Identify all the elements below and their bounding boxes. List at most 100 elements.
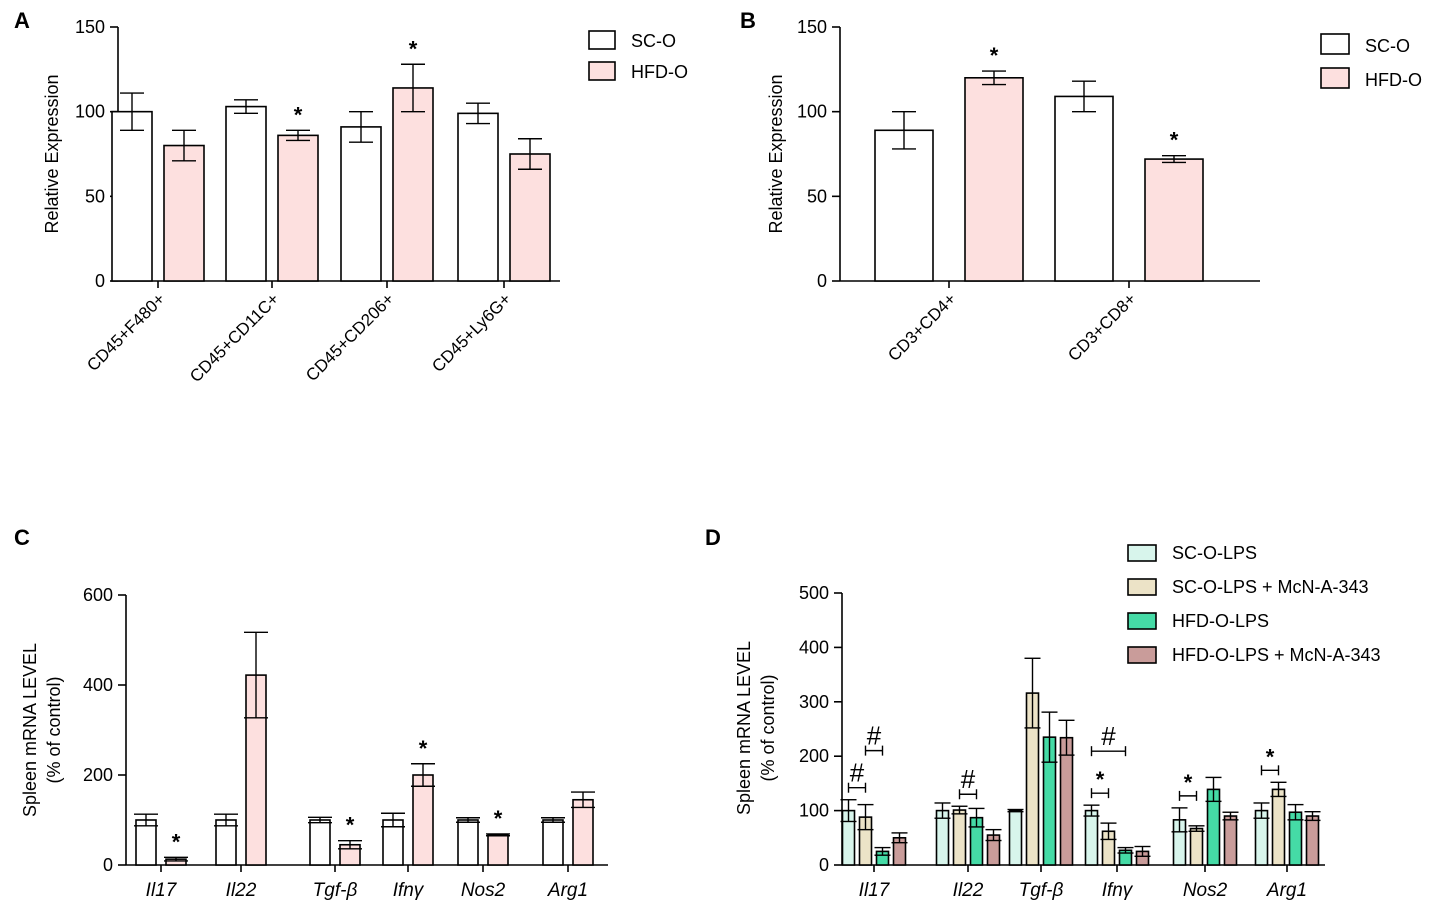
x-tick-label: CD45+CD11C+ [186,289,283,386]
y-tick-label: 50 [85,186,105,206]
significance-mark: * [172,829,181,854]
y-axis-label: Spleen mRNA LEVEL (% of control) [734,641,778,815]
bar [487,834,509,866]
bracket-mark: * [1184,770,1193,795]
y-tick-label: 100 [75,102,105,122]
panel-letter: B [740,8,756,33]
bar [412,774,434,866]
legend-label: HFD-O [1365,70,1422,90]
bar [340,126,382,282]
bar [457,819,479,866]
y-tick-label: 300 [799,692,829,712]
bar [874,129,934,282]
bar [309,819,331,866]
bar [1084,809,1099,866]
significance-mark: * [494,806,503,831]
bar [457,112,499,282]
y-tick-label: 400 [83,675,113,695]
bracket-mark: # [850,758,865,788]
y-tick-label: 0 [95,271,105,291]
legend-label: SC-O-LPS [1172,543,1257,563]
x-tick-label: CD3+CD4+ [884,289,960,365]
legend-swatch [1127,578,1157,596]
bracket-mark: # [961,764,976,794]
bar [1054,95,1114,282]
y-axis-label-line: (% of control) [44,676,64,783]
legend: SC-O-LPS SC-O-LPS + McN-A-343 HFD-O-LPS HFD… [1127,543,1381,665]
x-tick-label: Ifnγ [1102,880,1134,901]
bar [964,77,1024,282]
y-axis-label-line: Relative Expression [42,74,62,233]
y-tick-label: 0 [103,855,113,875]
legend-label: SC-O [1365,36,1410,56]
significance-mark: * [346,813,355,838]
bar [1008,809,1023,866]
bracket-mark: * [1096,767,1105,792]
y-tick-label: 200 [83,765,113,785]
y-axis-label-line: (% of control) [758,674,778,781]
y-tick-label: 0 [819,855,829,875]
legend-label: SC-O [631,31,676,51]
x-tick-label: Tgf-β [1019,880,1064,901]
y-tick-label: 150 [797,17,827,37]
legend-label: HFD-O-LPS [1172,611,1269,631]
legend-swatch [1127,544,1157,562]
legend-swatch [588,61,616,81]
x-tick-label: Nos2 [461,880,506,901]
x-tick-label: Nos2 [1183,880,1228,901]
y-axis-label-line: Relative Expression [766,74,786,233]
bar [215,819,237,866]
y-tick-label: 50 [807,186,827,206]
bar [1271,788,1286,866]
bar [277,134,319,282]
y-tick-label: 100 [797,102,827,122]
x-tick-label: CD3+CD8+ [1064,289,1140,365]
significance-mark: * [409,36,418,61]
x-tick-label: Il17 [859,880,891,901]
x-tick-label: Il22 [226,880,257,901]
panel-c: C 0 200 400 600 Spleen mRNA LEVEL (% of contro… [14,525,608,901]
significance-mark: * [990,43,999,68]
legend-swatch [1320,33,1350,55]
legend-label: HFD-O [631,62,688,82]
x-tick-label: Arg1 [1266,880,1307,901]
x-tick-label: Tgf-β [313,880,358,901]
x-tick-label: Il17 [146,880,178,901]
significance-mark: * [294,102,303,127]
bar [1223,815,1238,866]
y-tick-label: 500 [799,583,829,603]
y-axis-label-line: Spleen mRNA LEVEL [20,643,40,817]
panel-letter: A [14,8,30,33]
panel-d: D 0 100 200 300 400 500 Spleen mRNA LEVEL (% of … [705,525,1381,901]
panel-letter: C [14,525,30,550]
y-tick-label: 200 [799,746,829,766]
y-tick-label: 400 [799,637,829,657]
significance-mark: * [1170,128,1179,153]
bar [111,110,153,282]
bar [163,144,205,282]
panel-b: B 0 50 100 150 Relative Expression CD3+CD4+ CD3… [740,8,1422,365]
legend-label: SC-O-LPS + McN-A-343 [1172,577,1369,597]
y-tick-label: 150 [75,17,105,37]
y-tick-label: 0 [817,271,827,291]
legend-swatch [1127,646,1157,664]
bracket-mark: # [1101,721,1116,751]
y-axis-label: Spleen mRNA LEVEL (% of control) [20,643,64,817]
bar [135,819,157,866]
bar [952,809,967,866]
legend: SC-O HFD-O [1320,33,1422,90]
legend-swatch [1127,612,1157,630]
x-tick-label: CD45+CD206+ [302,289,398,385]
x-tick-label: Ifnγ [393,880,425,901]
bracket-mark: # [867,721,882,751]
bar [509,153,551,282]
x-tick-label: CD45+Ly6G+ [428,289,515,376]
bar [225,105,267,282]
legend-label: HFD-O-LPS + McN-A-343 [1172,645,1381,665]
y-axis-label: Relative Expression [42,74,62,233]
x-tick-label: Arg1 [547,880,588,901]
y-axis-label: Relative Expression [766,74,786,233]
bar [1305,815,1320,866]
